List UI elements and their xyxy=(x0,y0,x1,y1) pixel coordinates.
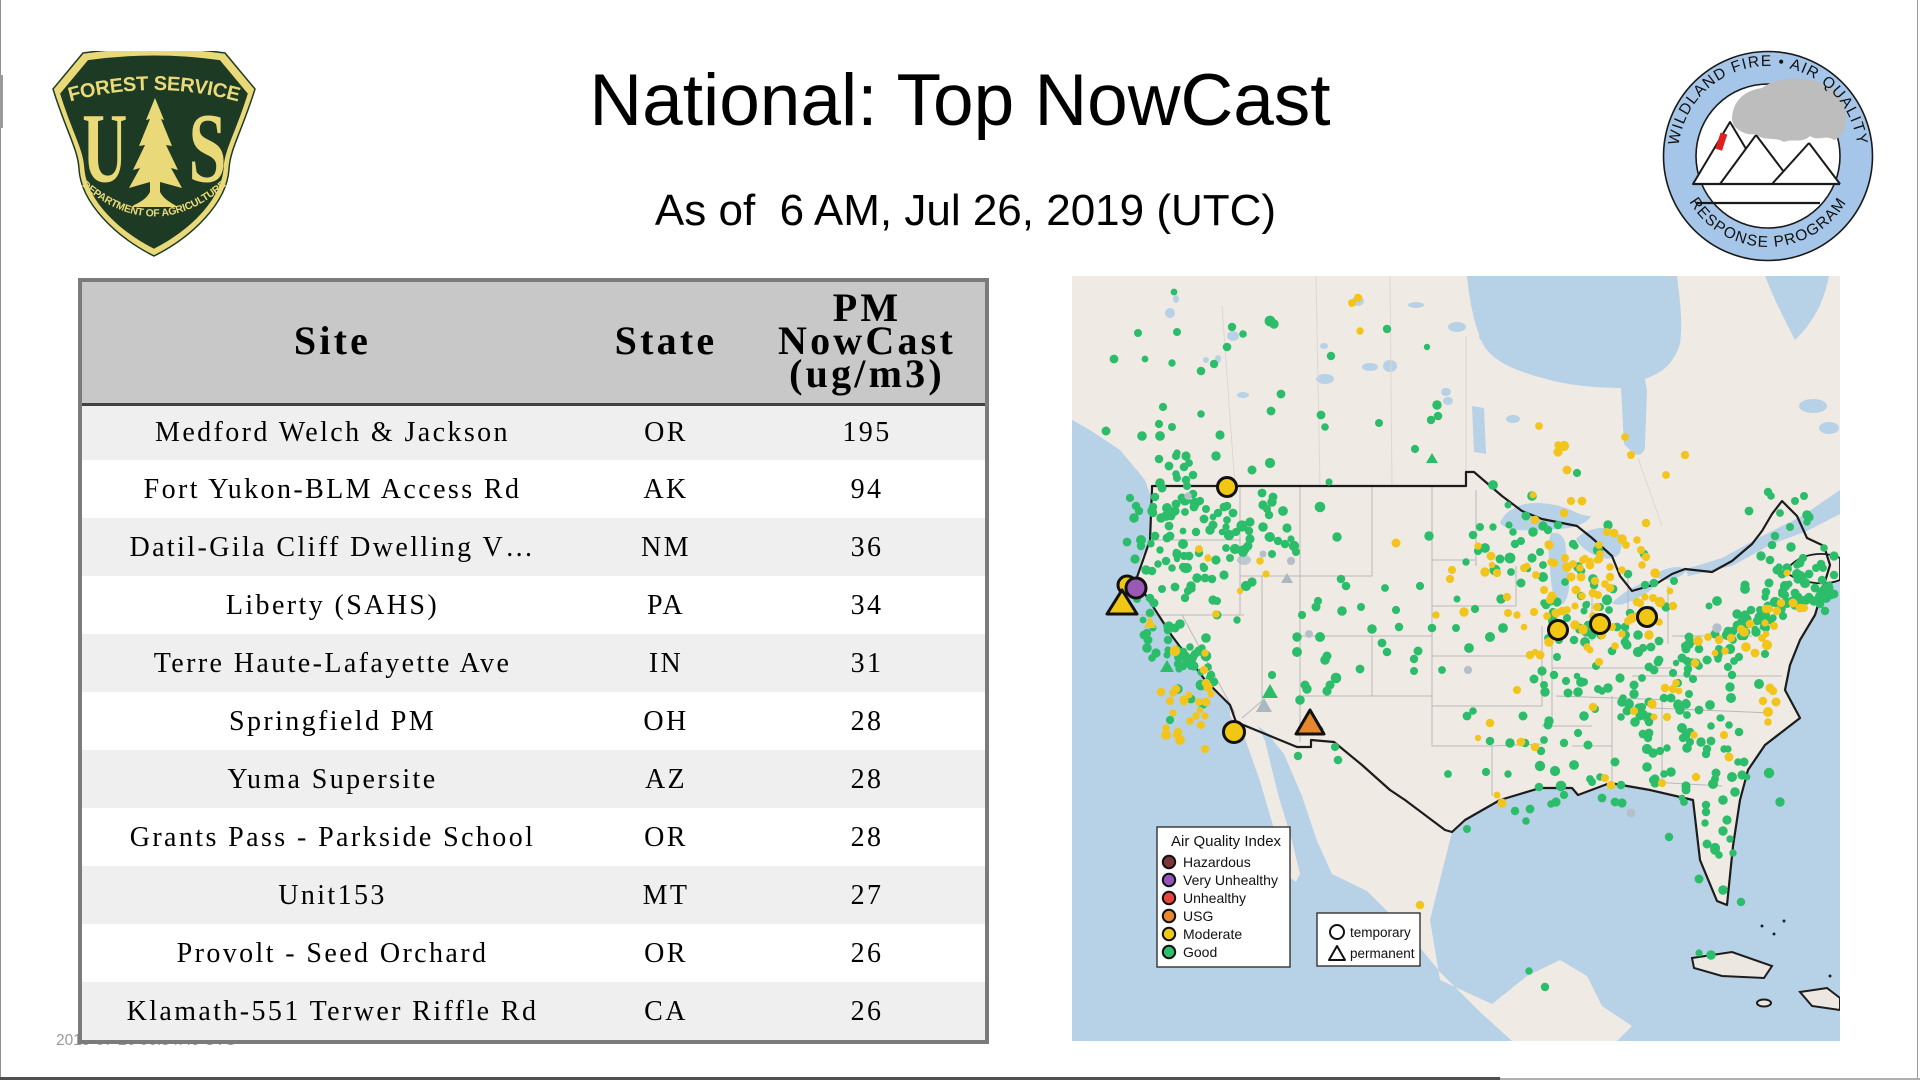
svg-text:S: S xyxy=(189,93,227,204)
svg-text:USG: USG xyxy=(1183,908,1213,924)
svg-text:permanent: permanent xyxy=(1350,946,1415,961)
svg-text:Good: Good xyxy=(1183,944,1217,960)
svg-text:Very Unhealthy: Very Unhealthy xyxy=(1183,872,1278,888)
svg-text:Unhealthy: Unhealthy xyxy=(1183,890,1246,906)
svg-text:Air Quality Index: Air Quality Index xyxy=(1171,833,1282,850)
svg-text:temporary: temporary xyxy=(1350,925,1411,940)
svg-text:Moderate: Moderate xyxy=(1183,926,1242,942)
svg-text:Hazardous: Hazardous xyxy=(1183,854,1251,870)
svg-text:U: U xyxy=(82,93,127,204)
